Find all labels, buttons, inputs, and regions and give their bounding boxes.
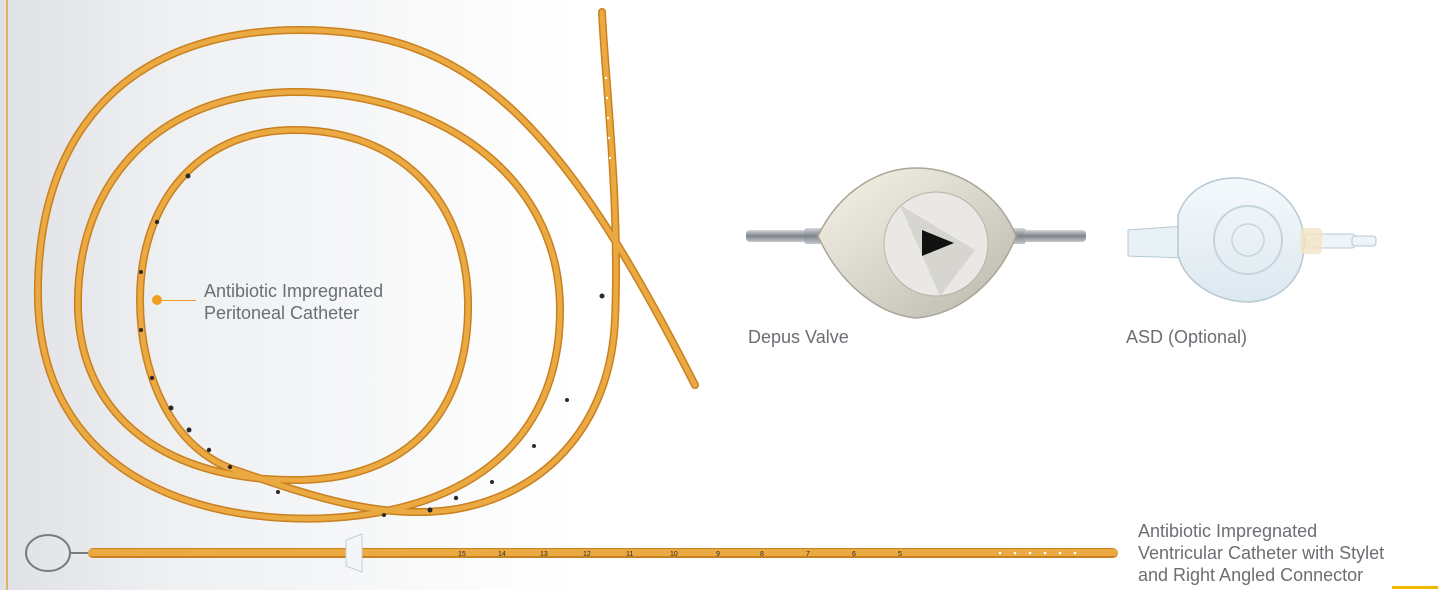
ventricular-catheter-label-line: Antibiotic Impregnated xyxy=(1138,521,1318,541)
peritoneal-catheter-label: Antibiotic Impregnated Peritoneal Cathet… xyxy=(204,280,383,324)
ventricular-catheter-label-line: Ventricular Catheter with Stylet xyxy=(1138,543,1385,563)
callout-line xyxy=(160,300,196,301)
scale-mark: 15 xyxy=(458,551,466,558)
ventricular-catheter-label: Antibiotic Impregnated Ventricular Cathe… xyxy=(1138,520,1384,586)
peritoneal-catheter-label-line: Peritoneal Catheter xyxy=(204,303,360,323)
scale-mark: 11 xyxy=(626,551,633,558)
callout-dot xyxy=(152,295,162,305)
scale-mark: 10 xyxy=(670,551,678,558)
left-accent-rule xyxy=(6,0,8,590)
depus-valve xyxy=(746,167,1086,319)
peritoneal-catheter xyxy=(33,8,699,523)
peritoneal-catheter-label-line: Antibiotic Impregnated xyxy=(204,281,384,301)
scale-mark: 7 xyxy=(806,551,810,558)
depus-valve-label: Depus Valve xyxy=(748,327,849,347)
asd-label: ASD (Optional) xyxy=(1126,327,1248,347)
ventricular-catheter-label-line: and Right Angled Connector xyxy=(1138,565,1364,585)
scale-mark: 13 xyxy=(540,551,548,558)
scale-mark: 5 xyxy=(898,551,902,558)
scale-mark: 8 xyxy=(760,551,764,558)
bottom-accent-bar xyxy=(1392,586,1438,589)
scale-mark: 14 xyxy=(498,551,506,558)
asd-device xyxy=(1127,177,1377,303)
scale-mark: 12 xyxy=(583,551,591,558)
scale-mark: 9 xyxy=(716,551,720,558)
ventricular-catheter: 15 14 13 12 11 10 9 8 7 6 5 xyxy=(25,533,1118,573)
scale-mark: 6 xyxy=(852,551,856,558)
